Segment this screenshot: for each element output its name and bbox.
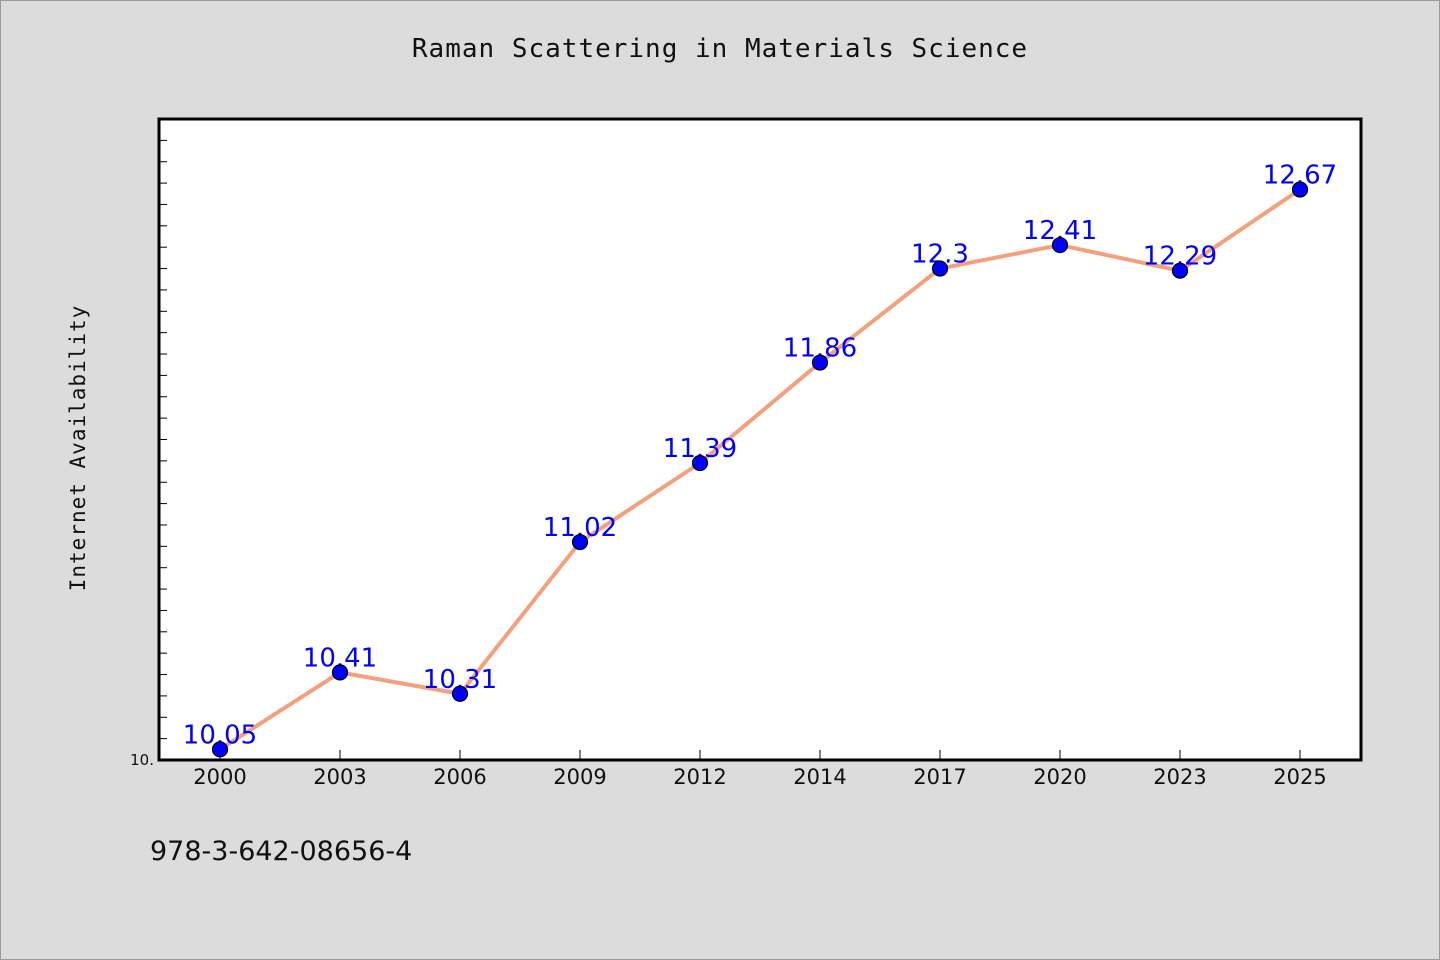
x-tick-label: 2012: [673, 765, 726, 789]
x-tick-label: 2017: [913, 765, 966, 789]
x-tick-label: 2006: [433, 765, 486, 789]
data-markers: [211, 181, 1309, 758]
data-point: [571, 533, 589, 551]
x-tick-label: 2003: [313, 765, 366, 789]
chart-title: Raman Scattering in Materials Science: [411, 34, 1029, 64]
plot-area: [157, 117, 1363, 762]
data-point: [331, 664, 349, 681]
data-point: [211, 741, 229, 758]
data-point: [1051, 236, 1069, 254]
y-min-tick-label: 10.: [130, 751, 154, 769]
data-point: [811, 354, 829, 371]
x-tick-label: 2025: [1273, 765, 1326, 789]
data-point: [691, 454, 709, 472]
y-axis-ticks: [159, 139, 167, 761]
footer-identifier: 978-3-642-08656-4: [150, 836, 413, 867]
data-point: [1291, 181, 1309, 198]
data-point: [1171, 262, 1189, 279]
x-axis-tick-labels: 2000 2003 2006 2009 2012 2014 2017 2020 2023 2025: [193, 765, 1326, 789]
x-tick-label: 2020: [1033, 765, 1086, 789]
x-tick-label: 2014: [793, 765, 846, 789]
x-tick-label: 2023: [1153, 765, 1206, 789]
series-line: [218, 187, 1302, 752]
x-tick-label: 2000: [193, 765, 246, 789]
x-tick-label: 2009: [553, 765, 606, 789]
data-point: [451, 685, 469, 702]
data-point: [931, 260, 949, 277]
